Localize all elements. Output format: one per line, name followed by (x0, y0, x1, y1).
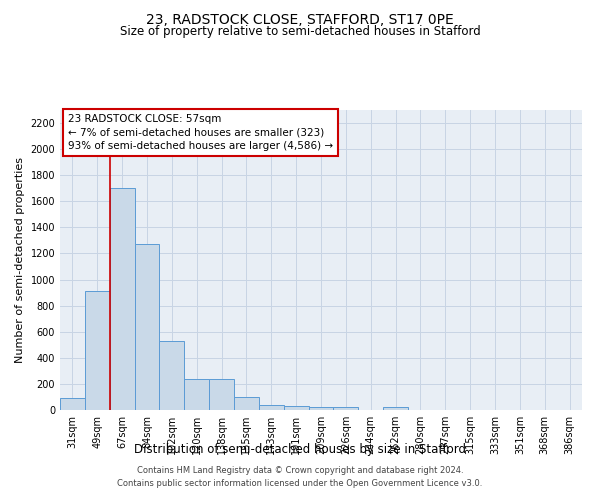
Y-axis label: Number of semi-detached properties: Number of semi-detached properties (15, 157, 25, 363)
Bar (209, 378, 234, 410)
Text: 23 RADSTOCK CLOSE: 57sqm
← 7% of semi-detached houses are smaller (323)
93% of s: 23 RADSTOCK CLOSE: 57sqm ← 7% of semi-de… (68, 114, 333, 151)
Bar (60, 398, 85, 410)
Bar (160, 341, 184, 410)
Bar (308, 406, 334, 410)
Bar (184, 378, 209, 410)
Text: 23, RADSTOCK CLOSE, STAFFORD, ST17 0PE: 23, RADSTOCK CLOSE, STAFFORD, ST17 0PE (146, 12, 454, 26)
Bar (334, 408, 358, 410)
Bar (110, 188, 134, 410)
Bar (383, 408, 408, 410)
Bar (284, 406, 308, 410)
Text: Size of property relative to semi-detached houses in Stafford: Size of property relative to semi-detach… (119, 25, 481, 38)
Bar (234, 397, 259, 410)
Bar (85, 292, 110, 410)
Text: Distribution of semi-detached houses by size in Stafford: Distribution of semi-detached houses by … (134, 442, 466, 456)
Text: Contains HM Land Registry data © Crown copyright and database right 2024.
Contai: Contains HM Land Registry data © Crown c… (118, 466, 482, 487)
Bar (134, 244, 160, 410)
Bar (259, 405, 284, 410)
